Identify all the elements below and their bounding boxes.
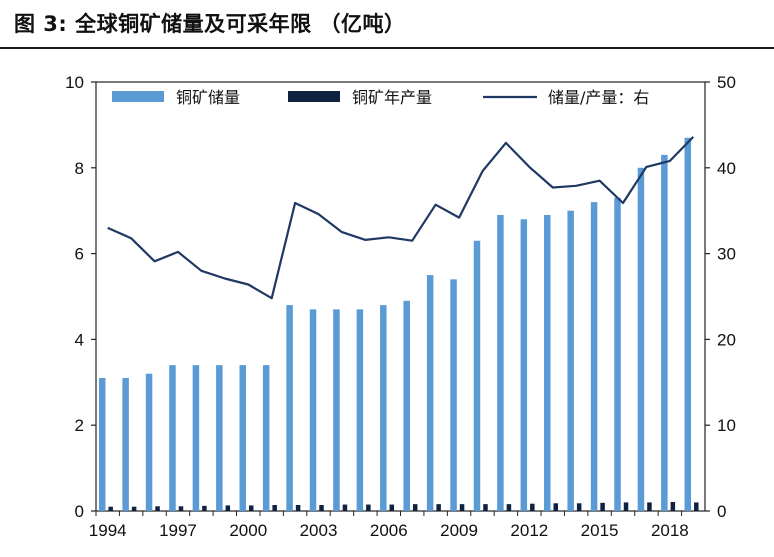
bar-reserves (473, 240, 481, 512)
figure-title: 图 3: 全球铜矿储量及可采年限 （亿吨） (14, 12, 406, 36)
axis-ticks: 0 2 4 6 8 10 0 10 20 30 40 50 1994 1997 2000 2003 2006 20… (65, 73, 736, 540)
bar-reserves (637, 167, 645, 512)
right-axis-tick-label: 40 (717, 159, 736, 178)
bar-production (530, 503, 535, 511)
bar-reserves (403, 300, 410, 511)
bar-reserves (426, 275, 434, 511)
bar-reserves (122, 378, 129, 511)
bar-production (249, 505, 254, 511)
bar-reserves (145, 373, 153, 511)
bar-reserves (544, 214, 551, 512)
bar-production (623, 502, 629, 511)
left-axis-tick-label: 8 (75, 159, 84, 178)
bar-reserves (309, 309, 317, 511)
legend-swatch-reserves (112, 91, 164, 102)
bar-production (342, 504, 348, 511)
bar-reserves (356, 309, 364, 511)
bar-production (459, 504, 465, 511)
bar-reserves (216, 365, 223, 511)
bar-reserves (661, 154, 668, 511)
bar-production (108, 506, 113, 511)
reserves-bars (98, 137, 692, 512)
bar-production (131, 506, 137, 511)
bar-reserves (333, 309, 340, 511)
bar-production (647, 502, 652, 511)
x-axis-tick-label: 2006 (370, 521, 408, 540)
right-axis-tick-label: 20 (717, 330, 736, 349)
bar-production (225, 505, 231, 511)
bar-reserves (239, 365, 246, 511)
left-axis-tick-label: 4 (75, 330, 84, 349)
legend-swatch-production (288, 91, 340, 102)
bar-reserves (98, 378, 106, 511)
left-axis-tick-label: 0 (75, 502, 84, 521)
bar-production (272, 504, 277, 511)
bar-reserves (262, 365, 270, 511)
x-axis-tick-label: 2015 (581, 521, 619, 540)
title-underline (0, 47, 774, 49)
ratio-line-group (107, 136, 695, 300)
bar-reserves (192, 365, 200, 511)
x-axis-tick-label: 2000 (229, 521, 267, 540)
right-axis-tick-label: 0 (717, 502, 726, 521)
legend: 铜矿储量 铜矿年产量 储量/产量：右 (112, 88, 649, 107)
bar-reserves (590, 202, 598, 511)
bar-reserves (169, 365, 176, 511)
bar-production (670, 501, 676, 511)
bar-production (202, 505, 207, 511)
bar-reserves (380, 305, 387, 511)
right-axis-tick-label: 30 (717, 245, 736, 264)
x-axis-tick-label: 2012 (510, 521, 548, 540)
legend-label-production: 铜矿年产量 (352, 88, 432, 107)
bar-production (178, 506, 184, 511)
x-axis-tick-label: 2009 (440, 521, 478, 540)
bar-production (412, 504, 418, 511)
bar-reserves (286, 305, 293, 511)
bar-reserves (520, 219, 528, 511)
legend-label-ratio: 储量/产量：右 (548, 88, 649, 107)
right-axis-tick-label: 10 (717, 416, 736, 435)
bar-reserves (497, 214, 504, 512)
bar-production (553, 503, 558, 511)
production-bars (108, 501, 699, 511)
left-axis-tick-label: 10 (65, 73, 84, 92)
plot-border (95, 81, 706, 512)
x-axis-tick-label: 1997 (159, 521, 197, 540)
bar-production (600, 502, 605, 511)
legend-label-reserves: 铜矿储量 (176, 88, 240, 107)
bar-production (436, 504, 441, 511)
bar-reserves (684, 137, 692, 511)
bar-production (483, 504, 488, 511)
left-axis-tick-label: 6 (75, 245, 84, 264)
left-axis-tick-label: 2 (75, 416, 84, 435)
bar-reserves (450, 279, 457, 511)
right-axis-tick-label: 50 (717, 73, 736, 92)
bar-production (155, 506, 160, 511)
bar-production (506, 504, 512, 511)
bar-production (319, 504, 324, 511)
bar-production (366, 504, 371, 511)
ratio-line (107, 136, 695, 300)
plot-frame (95, 81, 706, 512)
bar-production (576, 503, 582, 511)
x-axis-tick-label: 2018 (651, 521, 689, 540)
x-axis-tick-label: 1994 (89, 521, 127, 540)
bar-reserves (567, 210, 574, 511)
bar-production (295, 504, 301, 511)
bar-production (694, 502, 699, 511)
bar-reserves (614, 197, 621, 511)
x-axis-tick-label: 2003 (300, 521, 338, 540)
bar-production (389, 504, 395, 511)
